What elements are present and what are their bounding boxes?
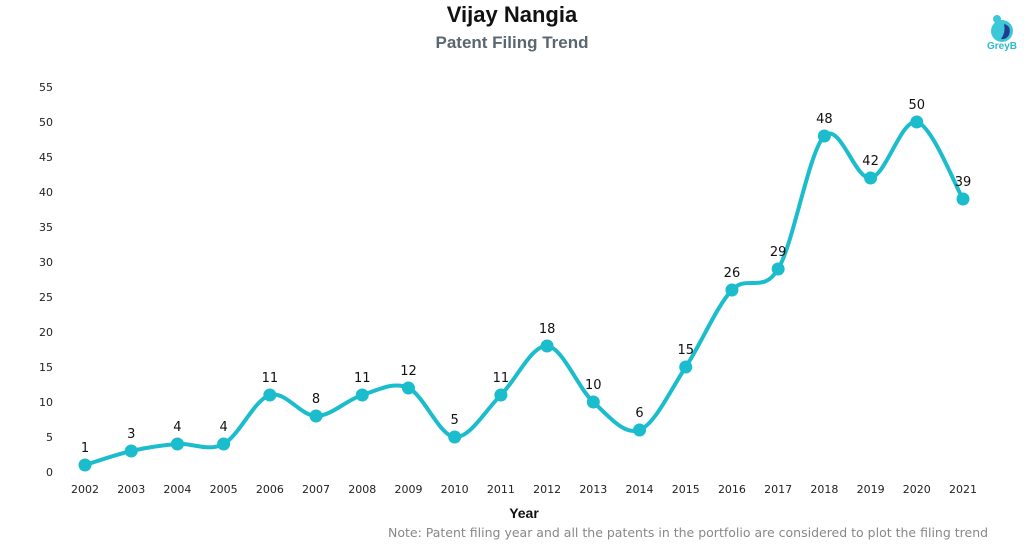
data-point <box>78 458 92 472</box>
x-tick-label: 2003 <box>117 483 145 496</box>
footnote: Note: Patent filing year and all the pat… <box>388 525 989 540</box>
data-point <box>540 339 554 353</box>
data-point <box>124 444 138 458</box>
x-tick-label: 2002 <box>71 483 99 496</box>
y-tick-label: 5 <box>46 431 53 444</box>
data-label: 42 <box>862 154 879 169</box>
data-label: 26 <box>724 266 741 281</box>
logo-text: GreyB <box>986 41 1017 52</box>
x-tick-label: 2017 <box>764 483 792 496</box>
x-tick-label: 2004 <box>163 483 191 496</box>
x-tick-label: 2006 <box>256 483 284 496</box>
y-tick-label: 55 <box>39 81 53 94</box>
data-point <box>817 129 831 143</box>
data-point <box>217 437 231 451</box>
series-line <box>83 120 965 467</box>
y-tick-label: 25 <box>39 291 53 304</box>
data-point <box>170 437 184 451</box>
data-point <box>355 388 369 402</box>
x-tick-label: 2012 <box>533 483 561 496</box>
data-label: 11 <box>262 371 279 386</box>
chart-title: Vijay Nangia <box>446 2 578 27</box>
data-point <box>771 262 785 276</box>
y-tick-label: 20 <box>39 326 53 339</box>
data-label: 8 <box>312 392 320 407</box>
x-tick-label: 2005 <box>210 483 238 496</box>
x-tick-label: 2011 <box>487 483 515 496</box>
data-label: 11 <box>354 371 371 386</box>
y-tick-label: 30 <box>39 256 53 269</box>
greyb-logo-icon <box>991 15 1013 42</box>
data-label: 48 <box>816 112 833 127</box>
y-tick-label: 10 <box>39 396 53 409</box>
x-tick-label: 2010 <box>441 483 469 496</box>
x-tick-label: 2014 <box>626 483 654 496</box>
x-axis-title: Year <box>509 505 539 521</box>
data-point <box>494 388 508 402</box>
data-label: 5 <box>451 413 459 428</box>
data-point <box>956 192 970 206</box>
x-axis-ticks: 2002 2003 2004 2005 2006 2007 2008 2009 2010 2011… <box>71 483 977 496</box>
data-label: 50 <box>909 98 926 113</box>
y-tick-label: 50 <box>39 116 53 129</box>
data-label: 3 <box>127 427 135 442</box>
y-tick-label: 35 <box>39 221 53 234</box>
logo-accent <box>1001 24 1010 40</box>
data-labels: 1 3 4 4 11 8 11 12 5 11 18 10 6 15 26 29 48 42 50 39 <box>81 98 971 456</box>
x-tick-label: 2015 <box>672 483 700 496</box>
data-point <box>448 430 462 444</box>
x-tick-label: 2007 <box>302 483 330 496</box>
y-tick-label: 0 <box>46 466 53 479</box>
chart-subtitle: Patent Filing Trend <box>435 33 589 52</box>
data-point <box>725 283 739 297</box>
data-label: 6 <box>635 406 643 421</box>
data-point <box>633 423 647 437</box>
data-label: 18 <box>539 322 556 337</box>
data-points <box>78 115 970 472</box>
data-label: 15 <box>677 343 694 358</box>
data-point <box>309 409 323 423</box>
y-axis-ticks: 0 5 10 15 20 25 30 35 40 45 50 55 <box>39 81 53 479</box>
data-label: 29 <box>770 245 787 260</box>
data-label: 1 <box>81 441 89 456</box>
x-tick-label: 2009 <box>394 483 422 496</box>
data-point <box>263 388 277 402</box>
x-tick-label: 2016 <box>718 483 746 496</box>
y-tick-label: 45 <box>39 151 53 164</box>
data-point <box>910 115 924 129</box>
data-label: 39 <box>955 175 972 190</box>
data-label: 11 <box>493 371 510 386</box>
x-tick-label: 2020 <box>903 483 931 496</box>
x-tick-label: 2008 <box>348 483 376 496</box>
x-tick-label: 2019 <box>857 483 885 496</box>
data-label: 4 <box>219 420 227 435</box>
x-tick-label: 2013 <box>579 483 607 496</box>
logo-dot <box>993 15 1001 23</box>
data-point <box>679 360 693 374</box>
data-label: 12 <box>400 364 417 379</box>
data-label: 4 <box>173 420 181 435</box>
data-point <box>864 171 878 185</box>
x-tick-label: 2021 <box>949 483 977 496</box>
x-tick-label: 2018 <box>810 483 838 496</box>
data-point <box>401 381 415 395</box>
data-point <box>586 395 600 409</box>
y-tick-label: 40 <box>39 186 53 199</box>
y-tick-label: 15 <box>39 361 53 374</box>
data-label: 10 <box>585 378 602 393</box>
